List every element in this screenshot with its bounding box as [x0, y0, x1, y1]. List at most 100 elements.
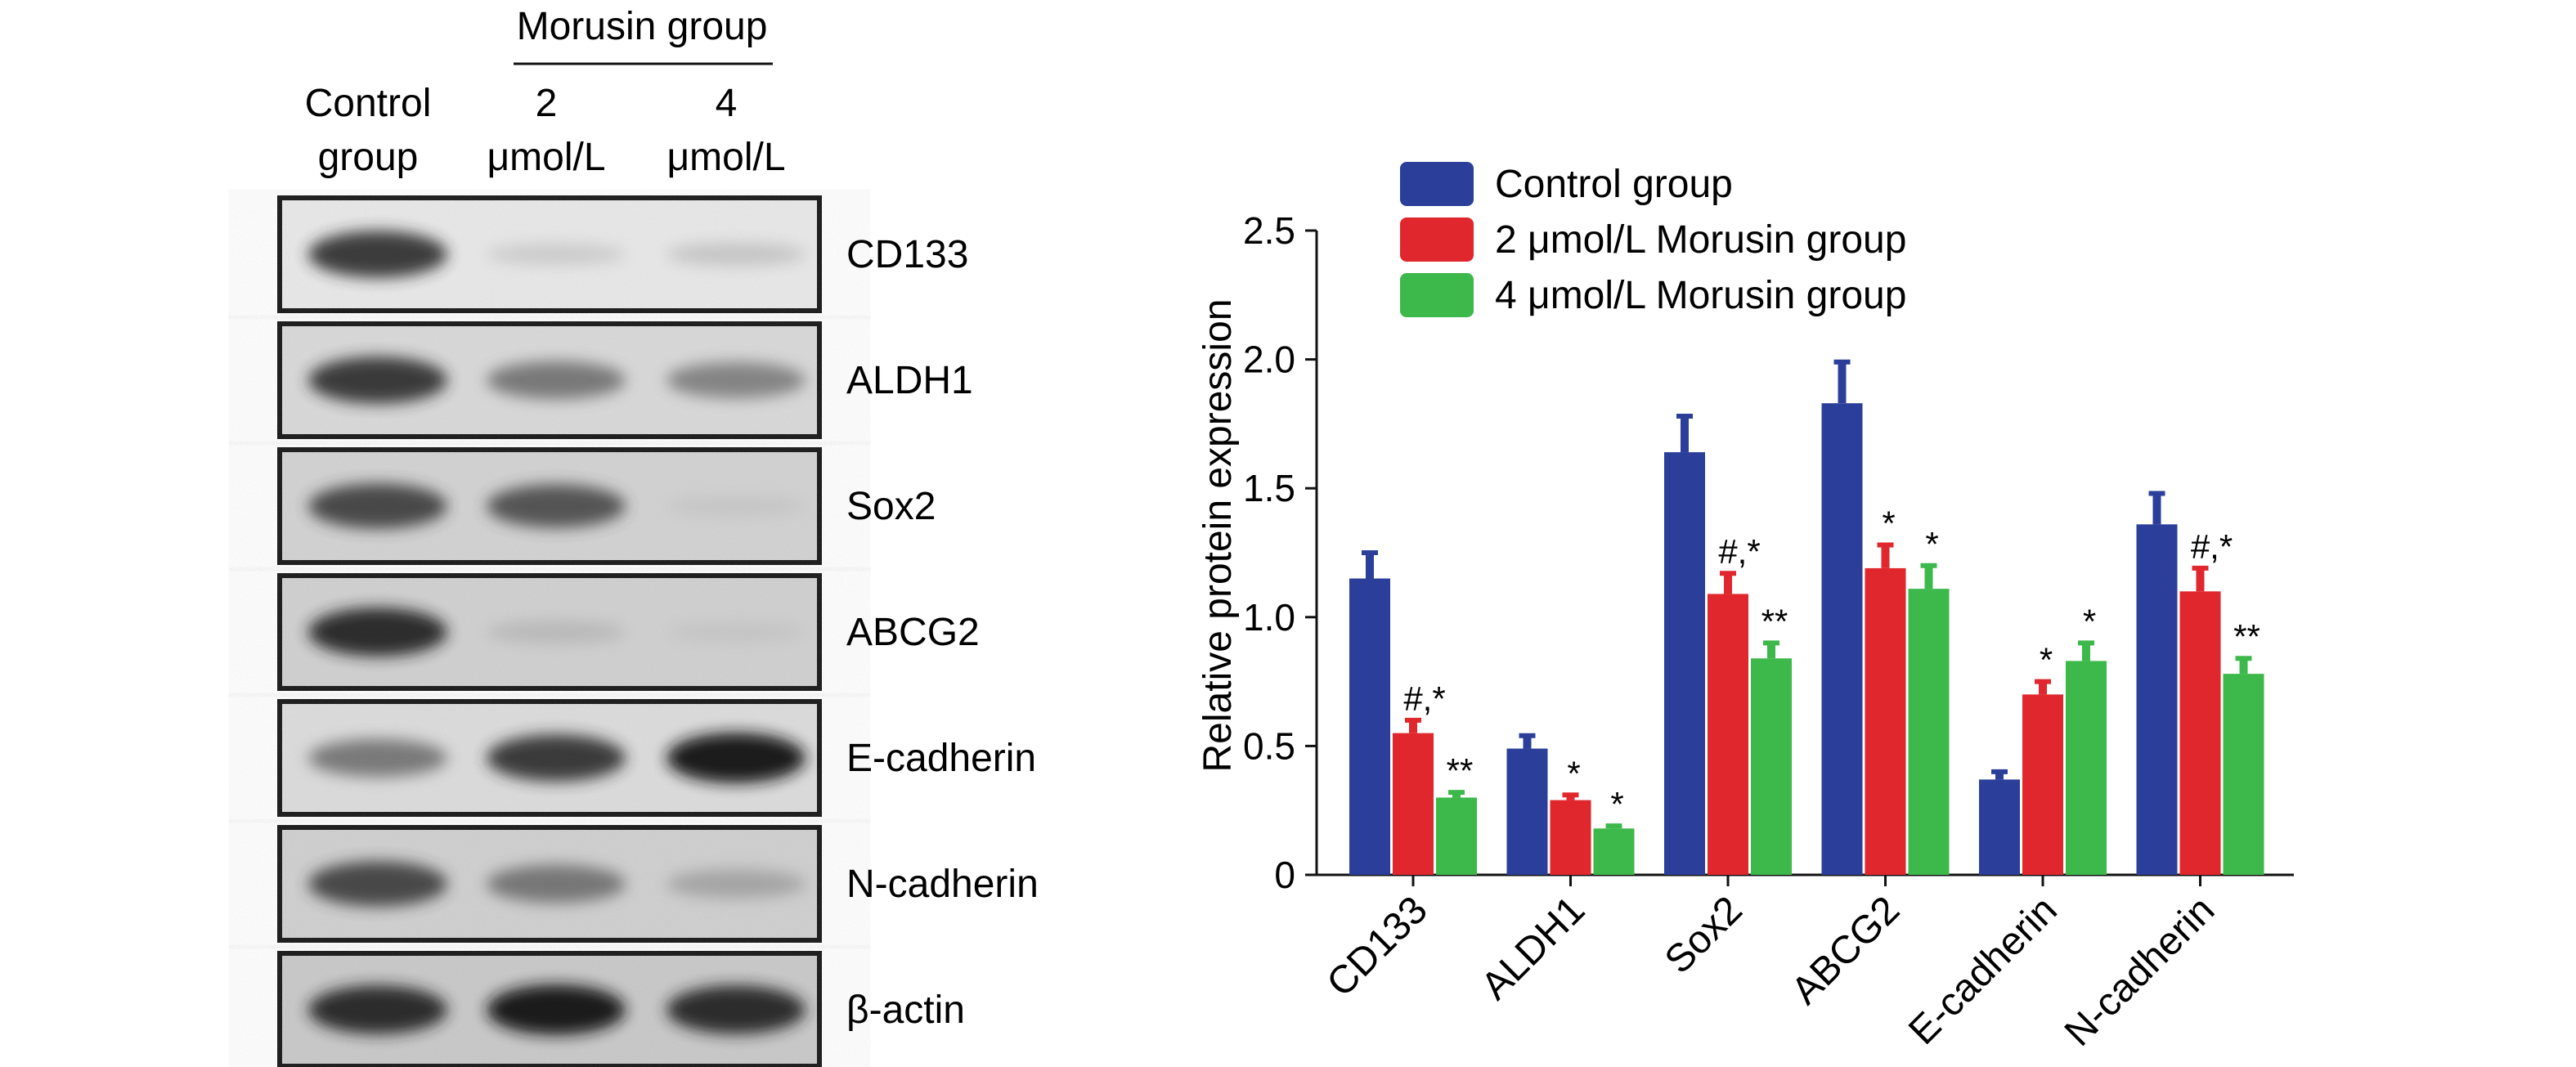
y-tick-label: 2.5: [1243, 209, 1295, 252]
bar: [2136, 524, 2178, 875]
lane-header-line2: μmol/L: [666, 136, 785, 179]
legend-item: 2 μmol/L Morusin group: [1400, 217, 1906, 262]
significance-label: *: [1567, 754, 1580, 792]
significance-label: *: [2083, 602, 2096, 640]
protein-band: [666, 361, 806, 399]
lane-header-line1: Control: [305, 82, 432, 125]
x-tick-label: ABCG2: [1784, 888, 1909, 1013]
protein-band: [308, 607, 447, 657]
bar: [1908, 589, 1950, 875]
legend-label: 2 μmol/L Morusin group: [1495, 218, 1906, 262]
blot-row-label: CD133: [846, 233, 968, 276]
significance-label: *: [2040, 641, 2053, 679]
bar: [1865, 567, 1906, 875]
protein-band: [308, 738, 447, 778]
bar: [1349, 578, 1390, 875]
bar-group-item: [1821, 359, 1863, 876]
lane-header-line2: μmol/L: [487, 136, 605, 179]
protein-band: [308, 861, 447, 907]
x-tick-label: E-cadherin: [1901, 888, 2066, 1053]
protein-band: [308, 483, 447, 529]
legend-swatch: [1400, 162, 1474, 206]
bar: [1664, 452, 1705, 875]
bar: [1506, 748, 1548, 875]
lane-headers: Control group 2 μmol/L 4 μmol/L: [305, 82, 786, 179]
bar: [2223, 674, 2264, 875]
blot-row: ABCG2: [277, 573, 980, 691]
bar: [1593, 828, 1635, 875]
blot-row-label: Sox2: [846, 485, 936, 528]
blot-row: ALDH1: [277, 321, 973, 439]
bar-group-item: *: [1865, 504, 1906, 875]
western-blot-panel: Morusin group Control group 2 μmol/L 4 μmol/L…: [277, 5, 1039, 1067]
lane-header-line2: group: [318, 136, 419, 179]
bar-group-item: [1979, 769, 2020, 875]
blot-row: N-cadherin: [277, 825, 1039, 943]
bar-group-item: **: [2223, 617, 2264, 875]
lane-header: Control group: [305, 82, 432, 179]
y-tick-label: 2.0: [1243, 338, 1295, 381]
bar-group-item: [1349, 550, 1390, 875]
lane-header: 2 μmol/L: [487, 82, 605, 179]
protein-band: [666, 869, 806, 899]
blot-row: Sox2: [277, 447, 936, 565]
significance-label: **: [1761, 602, 1788, 640]
protein-band: [487, 243, 626, 266]
y-tick-label: 1.5: [1243, 467, 1295, 509]
blot-row-label: β-actin: [846, 989, 965, 1032]
x-tick-label: CD133: [1319, 888, 1436, 1005]
blot-row: E-cadherin: [277, 699, 1036, 817]
protein-band: [487, 484, 626, 528]
y-tick-label: 0: [1274, 854, 1295, 896]
blot-rows: CD133 ALDH1 Sox2 ABCG2 E-cadherin N-cadherin β…: [277, 195, 1039, 1067]
significance-label: #,*: [1718, 532, 1760, 571]
bar: [1393, 733, 1434, 875]
y-axis-label: Relative protein expression: [1196, 299, 1240, 773]
protein-band: [308, 356, 447, 404]
protein-band: [666, 495, 806, 517]
bar: [1979, 779, 2020, 875]
bar-group-item: *: [1550, 754, 1591, 875]
bar-group-item: **: [1751, 602, 1792, 875]
protein-band: [487, 620, 626, 644]
bar-chart-panel: Relative protein expression 0 0.5 1.0 1.5 2.…: [1196, 162, 2294, 1055]
blot-row-label: ALDH1: [846, 359, 973, 402]
blot-row-label: E-cadherin: [846, 737, 1036, 780]
protein-band: [487, 734, 626, 782]
bar: [1708, 594, 1748, 875]
bar-group-item: *: [2022, 641, 2063, 875]
significance-label: *: [1925, 525, 1938, 563]
protein-band: [666, 621, 806, 643]
bar-group-item: *: [2066, 602, 2107, 875]
x-tick-label: Sox2: [1657, 888, 1751, 982]
lane-header-line1: 4: [716, 82, 738, 125]
bar-group-item: [1506, 733, 1548, 875]
bar-group-item: [2136, 491, 2178, 875]
bar: [1550, 800, 1591, 875]
legend-swatch: [1400, 273, 1474, 317]
bars: #,*** **#,*******#,***: [1349, 359, 2264, 876]
blot-row: β-actin: [277, 951, 965, 1067]
protein-band: [487, 864, 626, 903]
bar: [2066, 661, 2107, 875]
lane-header: 4 μmol/L: [666, 82, 785, 179]
legend-swatch: [1400, 217, 1474, 262]
protein-band: [666, 985, 806, 1034]
significance-label: *: [1882, 504, 1895, 543]
bar: [1436, 797, 1477, 875]
protein-band: [666, 733, 806, 783]
bar-group-item: *: [1593, 785, 1635, 875]
protein-band: [308, 231, 447, 278]
bar: [2022, 694, 2063, 875]
y-tick-label: 0.5: [1243, 724, 1295, 767]
protein-band: [487, 361, 626, 400]
legend-item: 4 μmol/L Morusin group: [1400, 273, 1906, 317]
blot-row: CD133: [277, 195, 968, 313]
protein-band: [666, 242, 806, 267]
x-tick-label: ALDH1: [1473, 888, 1593, 1008]
blot-row-label: ABCG2: [846, 611, 980, 654]
blot-row-label: N-cadherin: [846, 863, 1039, 906]
bar-group-item: [1664, 413, 1705, 875]
